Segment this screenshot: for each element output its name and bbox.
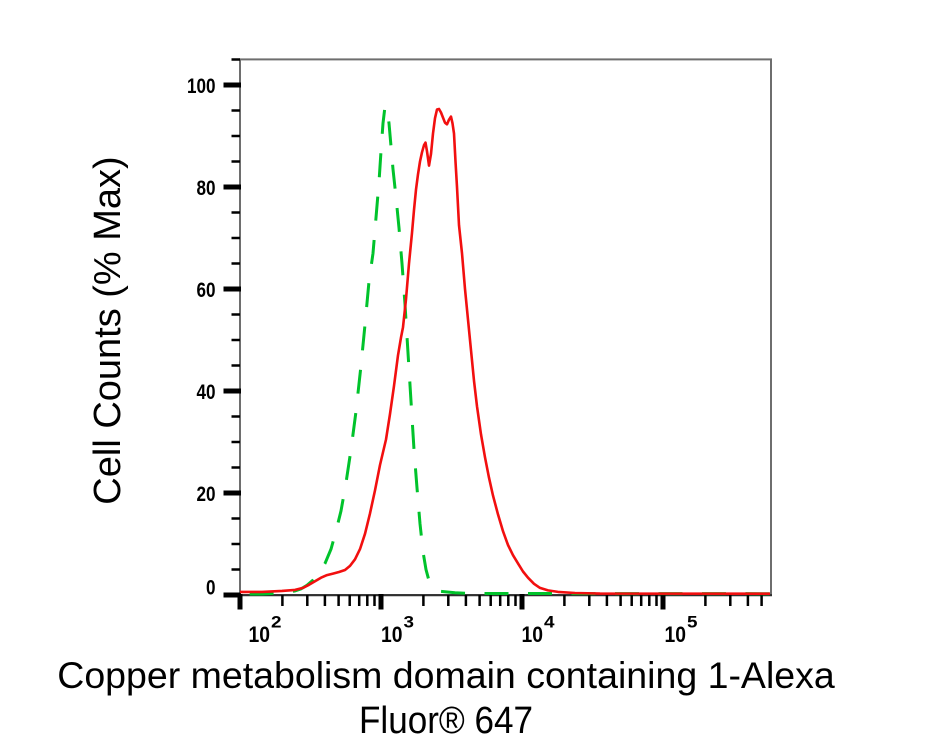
svg-text:2: 2 [271,613,282,632]
svg-text:60: 60 [197,278,216,302]
svg-text:80: 80 [197,176,216,200]
svg-text:3: 3 [404,613,415,632]
svg-text:10: 10 [665,622,687,647]
svg-text:10: 10 [249,622,271,647]
svg-text:100: 100 [187,74,216,98]
svg-text:10: 10 [381,622,403,647]
svg-text:20: 20 [197,482,216,506]
svg-text:5: 5 [687,613,698,632]
svg-text:Fluor® 647: Fluor® 647 [359,700,533,742]
svg-text:Cell Counts (% Max): Cell Counts (% Max) [87,156,129,504]
svg-text:0: 0 [206,576,216,600]
svg-text:4: 4 [544,613,555,632]
svg-text:Copper metabolism domain conta: Copper metabolism domain containing 1-Al… [57,654,835,696]
svg-text:40: 40 [197,380,216,404]
svg-text:10: 10 [522,622,544,647]
